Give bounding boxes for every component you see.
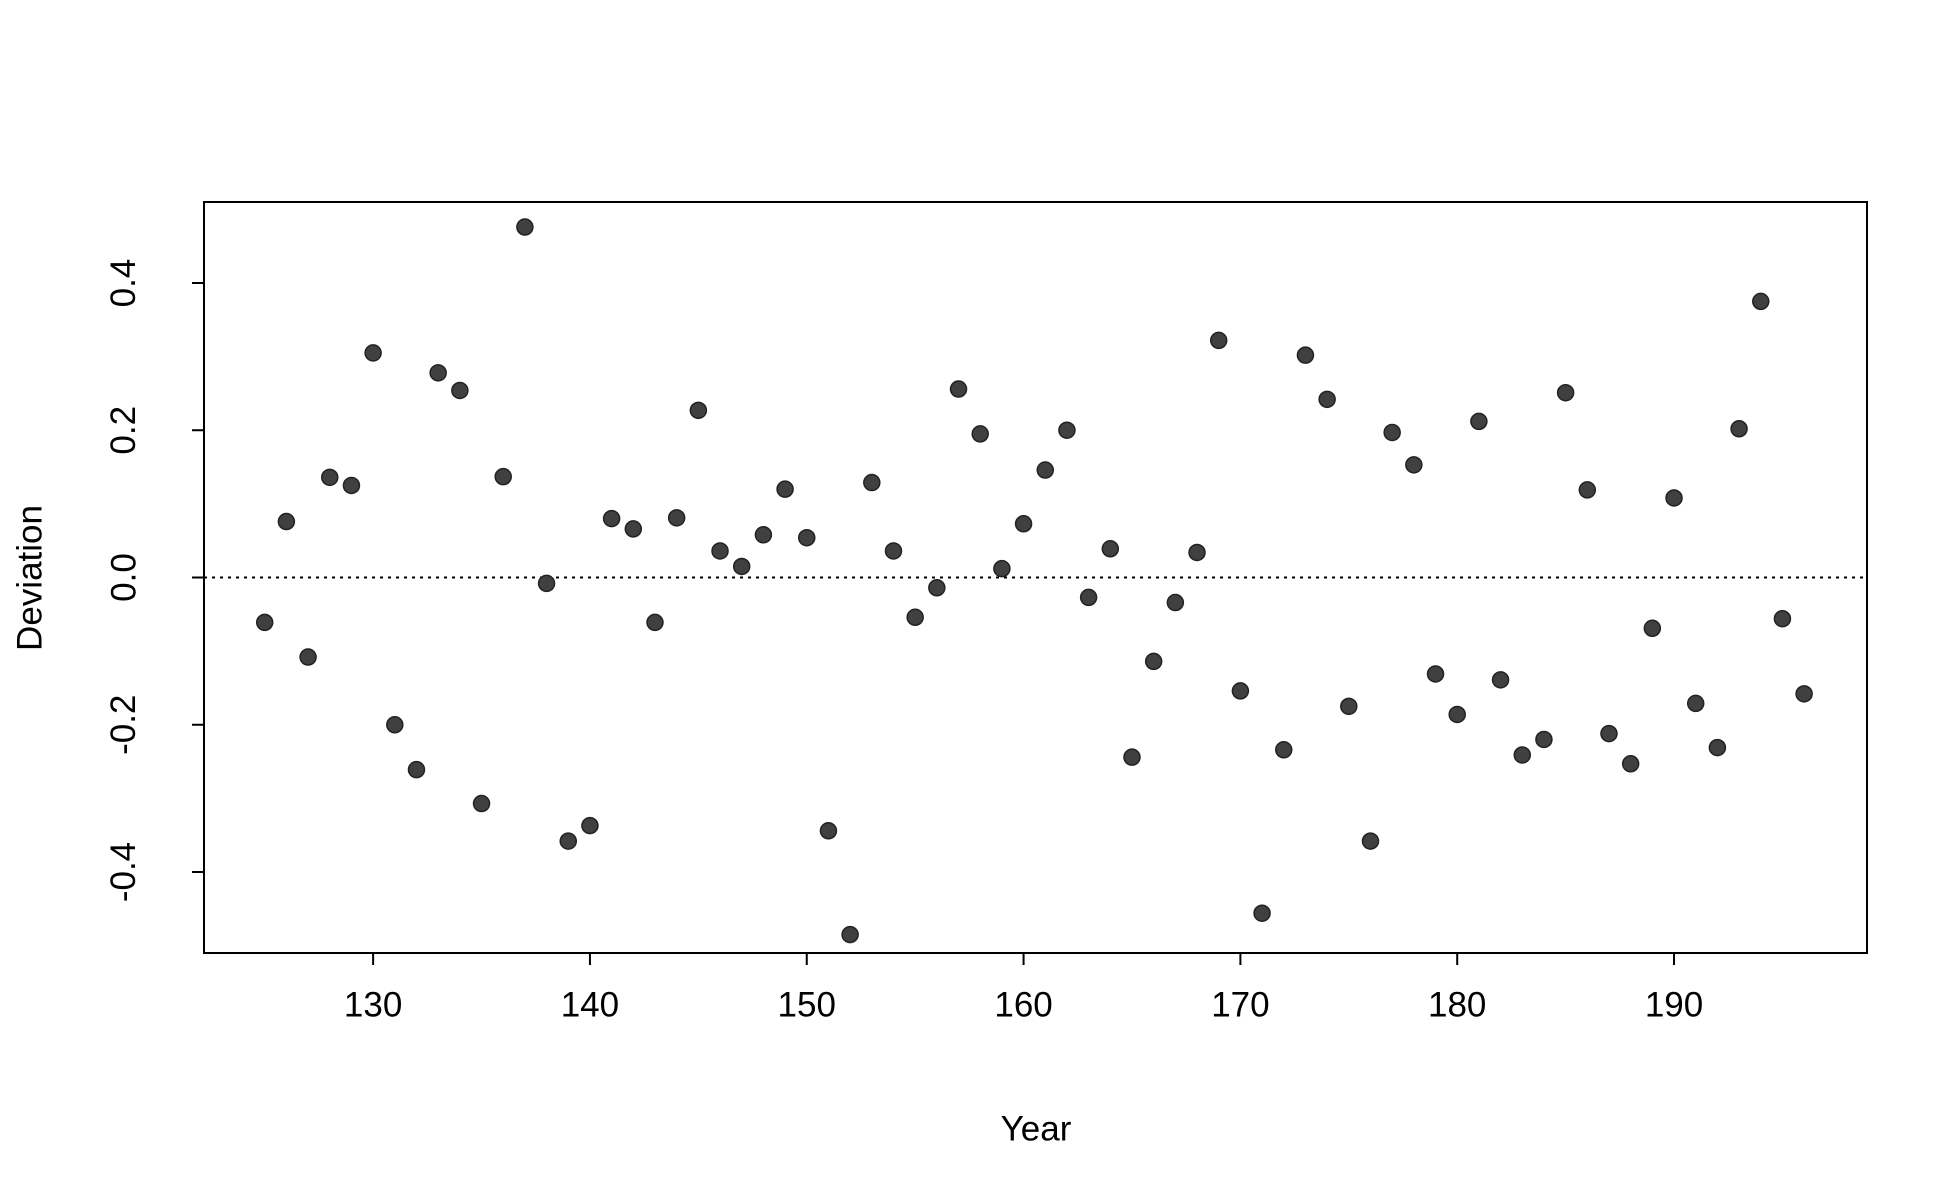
x-tick-label: 190 <box>1645 985 1703 1024</box>
point <box>884 542 903 560</box>
y-tick-label: -0.4 <box>104 842 143 902</box>
point <box>971 425 989 443</box>
point <box>1426 665 1445 683</box>
y-tick-label: -0.2 <box>104 695 143 755</box>
point <box>1752 292 1770 311</box>
point <box>1513 746 1532 764</box>
x-tick-label: 170 <box>1211 985 1269 1024</box>
point <box>1643 619 1662 638</box>
point <box>1036 461 1055 479</box>
point <box>1795 685 1813 703</box>
point <box>646 613 664 632</box>
point <box>1405 456 1423 474</box>
point <box>711 542 729 560</box>
point <box>949 380 968 398</box>
point <box>1318 390 1336 409</box>
y-tick-label: 0.2 <box>104 406 143 455</box>
point <box>1166 593 1185 612</box>
point <box>1209 331 1228 350</box>
point <box>537 574 556 593</box>
point <box>1383 423 1401 442</box>
point <box>1144 652 1163 671</box>
point <box>928 579 946 597</box>
point <box>1014 515 1033 533</box>
point <box>1361 832 1380 850</box>
point <box>819 822 838 840</box>
point <box>1058 421 1076 439</box>
x-tick-label: 180 <box>1428 985 1486 1024</box>
point <box>342 476 361 495</box>
point <box>581 816 599 835</box>
point <box>1101 540 1120 558</box>
point <box>299 648 317 666</box>
point <box>1730 420 1748 438</box>
point <box>1448 705 1466 724</box>
point <box>906 608 924 627</box>
point <box>1621 755 1640 773</box>
point <box>1708 738 1727 757</box>
point <box>1296 346 1315 364</box>
point <box>429 364 447 382</box>
x-tick-label: 150 <box>778 985 836 1024</box>
point <box>1535 730 1553 749</box>
point <box>364 344 382 362</box>
point <box>277 512 296 531</box>
point <box>559 832 578 850</box>
point <box>1665 489 1683 507</box>
point <box>472 794 491 813</box>
point <box>841 925 859 944</box>
point <box>689 401 708 420</box>
point <box>993 559 1011 578</box>
point <box>776 480 794 498</box>
point <box>386 716 404 734</box>
point <box>1188 543 1206 562</box>
point <box>1340 697 1358 716</box>
point <box>1686 694 1705 713</box>
point <box>732 557 751 576</box>
point <box>407 760 426 779</box>
point <box>1231 682 1250 700</box>
point <box>1773 609 1792 628</box>
point <box>321 468 339 487</box>
point <box>624 520 643 538</box>
point <box>1491 671 1510 689</box>
point <box>667 509 686 527</box>
x-tick-label: 160 <box>994 985 1052 1024</box>
point <box>1556 383 1575 402</box>
point <box>1275 741 1293 759</box>
point <box>1079 588 1098 607</box>
point <box>602 509 621 528</box>
point <box>754 526 773 544</box>
point <box>516 218 534 236</box>
point <box>1253 904 1271 922</box>
y-tick-label: 0.4 <box>104 259 143 308</box>
point <box>863 473 881 492</box>
x-axis-label: Year <box>1001 1109 1072 1148</box>
point <box>255 613 274 632</box>
point <box>1578 481 1597 499</box>
point <box>1123 748 1141 766</box>
y-axis-label: Deviation <box>10 505 49 651</box>
point <box>451 381 469 400</box>
y-tick-label: 0.0 <box>104 553 143 602</box>
x-tick-label: 140 <box>561 985 619 1024</box>
x-tick-label: 130 <box>344 985 402 1024</box>
point <box>1470 412 1488 431</box>
point <box>1600 724 1618 743</box>
point <box>798 528 816 547</box>
point <box>494 467 512 486</box>
